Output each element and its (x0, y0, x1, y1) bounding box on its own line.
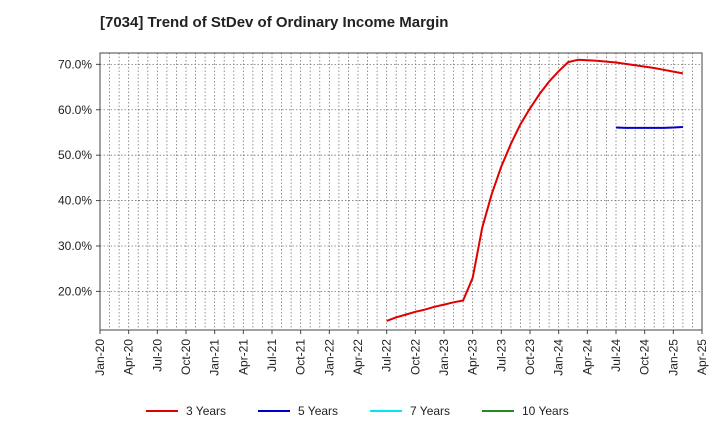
x-tick-label: Jan-25 (666, 339, 680, 376)
x-axis: Jan-20 Apr-20 Jul-20 Oct-20 Jan-21 Apr-21 Jul-… (93, 330, 709, 376)
x-tick-label: Jul-20 (150, 339, 164, 372)
x-tick-label: Apr-25 (695, 339, 709, 375)
legend-label: 10 Years (522, 404, 569, 418)
plot-area (99, 52, 703, 331)
y-tick-label: 20.0% (58, 284, 92, 298)
legend-label: 5 Years (298, 404, 338, 418)
x-tick-label: Apr-20 (122, 339, 136, 375)
chart-title: [7034] Trend of StDev of Ordinary Income… (100, 14, 449, 31)
x-tick-label: Apr-24 (580, 339, 594, 375)
x-tick-label: Jul-21 (265, 339, 279, 372)
y-tick-label: 70.0% (58, 57, 92, 71)
x-tick-label: Oct-21 (294, 339, 308, 375)
series-lines (386, 58, 684, 322)
legend-label: 7 Years (410, 404, 450, 418)
y-tick-label: 50.0% (58, 148, 92, 162)
grid (100, 53, 702, 330)
x-tick-label: Jan-20 (93, 339, 107, 376)
legend-label: 3 Years (186, 404, 226, 418)
x-tick-label: Jul-22 (380, 339, 394, 372)
x-tick-label: Oct-23 (523, 339, 537, 375)
y-axis: 20.0% 30.0% 40.0% 50.0% 60.0% 70.0% (58, 57, 100, 298)
x-tick-label: Jan-21 (208, 339, 222, 376)
x-tick-label: Oct-24 (638, 339, 652, 375)
x-tick-label: Oct-22 (408, 339, 422, 375)
y-tick-label: 30.0% (58, 239, 92, 253)
legend: 3 Years 5 Years 7 Years 10 Years (146, 404, 569, 418)
x-tick-label: Jan-23 (437, 339, 451, 376)
x-tick-label: Jul-23 (494, 339, 508, 372)
x-tick-label: Oct-20 (179, 339, 193, 375)
y-tick-label: 60.0% (58, 103, 92, 117)
x-tick-label: Jan-22 (322, 339, 336, 376)
x-tick-label: Apr-22 (351, 339, 365, 375)
series-line (615, 126, 683, 129)
y-tick-label: 40.0% (58, 194, 92, 208)
x-tick-label: Jan-24 (552, 339, 566, 376)
x-tick-label: Apr-21 (236, 339, 250, 375)
series-line (386, 58, 684, 322)
x-tick-label: Jul-24 (609, 339, 623, 372)
x-tick-label: Apr-23 (466, 339, 480, 375)
